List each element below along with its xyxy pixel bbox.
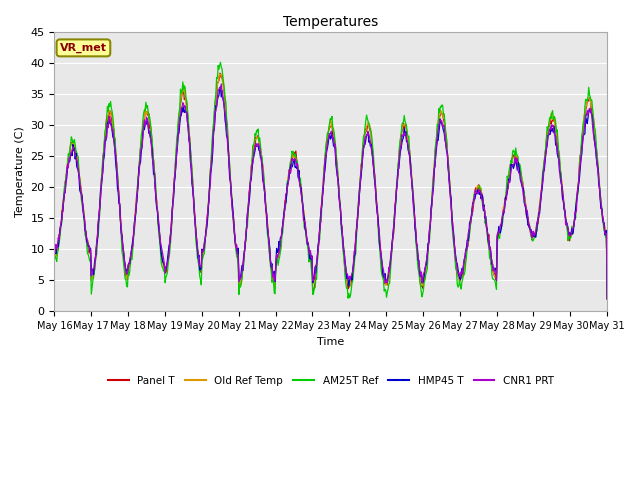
CNR1 PRT (399, 133, 406, 139)
Y-axis label: Temperature (C): Temperature (C) (15, 126, 25, 217)
HMP45 T (216, 84, 224, 90)
X-axis label: Time: Time (317, 336, 344, 347)
CNR1 PRT (218, 81, 225, 87)
HMP45 T (399, 136, 406, 142)
HMP45 T (415, 258, 422, 264)
AM25T Ref (399, 120, 406, 126)
HMP45 T (51, 249, 58, 255)
Line: Panel T: Panel T (54, 73, 607, 299)
Line: HMP45 T: HMP45 T (54, 87, 607, 299)
Old Ref Temp (118, 223, 125, 229)
HMP45 T (203, 225, 211, 231)
Legend: Panel T, Old Ref Temp, AM25T Ref, HMP45 T, CNR1 PRT: Panel T, Old Ref Temp, AM25T Ref, HMP45 … (104, 372, 558, 390)
CNR1 PRT (118, 226, 125, 232)
Panel T (216, 71, 223, 76)
AM25T Ref (61, 184, 68, 190)
Old Ref Temp (173, 135, 181, 141)
HMP45 T (118, 231, 125, 237)
AM25T Ref (51, 252, 58, 258)
Old Ref Temp (203, 221, 211, 227)
AM25T Ref (604, 296, 611, 302)
Panel T (399, 128, 406, 133)
Old Ref Temp (61, 190, 68, 196)
CNR1 PRT (61, 190, 68, 195)
Panel T (173, 135, 181, 141)
AM25T Ref (173, 132, 181, 137)
CNR1 PRT (173, 142, 181, 147)
AM25T Ref (216, 60, 224, 65)
Old Ref Temp (415, 263, 422, 269)
Old Ref Temp (51, 252, 58, 258)
Line: AM25T Ref: AM25T Ref (54, 62, 607, 299)
CNR1 PRT (203, 221, 211, 227)
Panel T (415, 265, 422, 271)
Old Ref Temp (216, 71, 223, 77)
CNR1 PRT (415, 257, 422, 263)
Panel T (203, 222, 211, 228)
Old Ref Temp (604, 296, 611, 302)
Panel T (604, 296, 611, 302)
AM25T Ref (203, 227, 211, 232)
Old Ref Temp (399, 124, 406, 130)
Text: VR_met: VR_met (60, 43, 107, 53)
Line: Old Ref Temp: Old Ref Temp (54, 74, 607, 299)
HMP45 T (61, 192, 68, 197)
CNR1 PRT (51, 248, 58, 254)
HMP45 T (173, 144, 181, 149)
AM25T Ref (118, 232, 125, 238)
Panel T (61, 190, 68, 196)
Title: Temperatures: Temperatures (283, 15, 378, 29)
Line: CNR1 PRT: CNR1 PRT (54, 84, 607, 299)
HMP45 T (604, 296, 611, 302)
Panel T (51, 249, 58, 254)
AM25T Ref (415, 270, 422, 276)
Panel T (118, 226, 125, 231)
CNR1 PRT (604, 296, 611, 302)
